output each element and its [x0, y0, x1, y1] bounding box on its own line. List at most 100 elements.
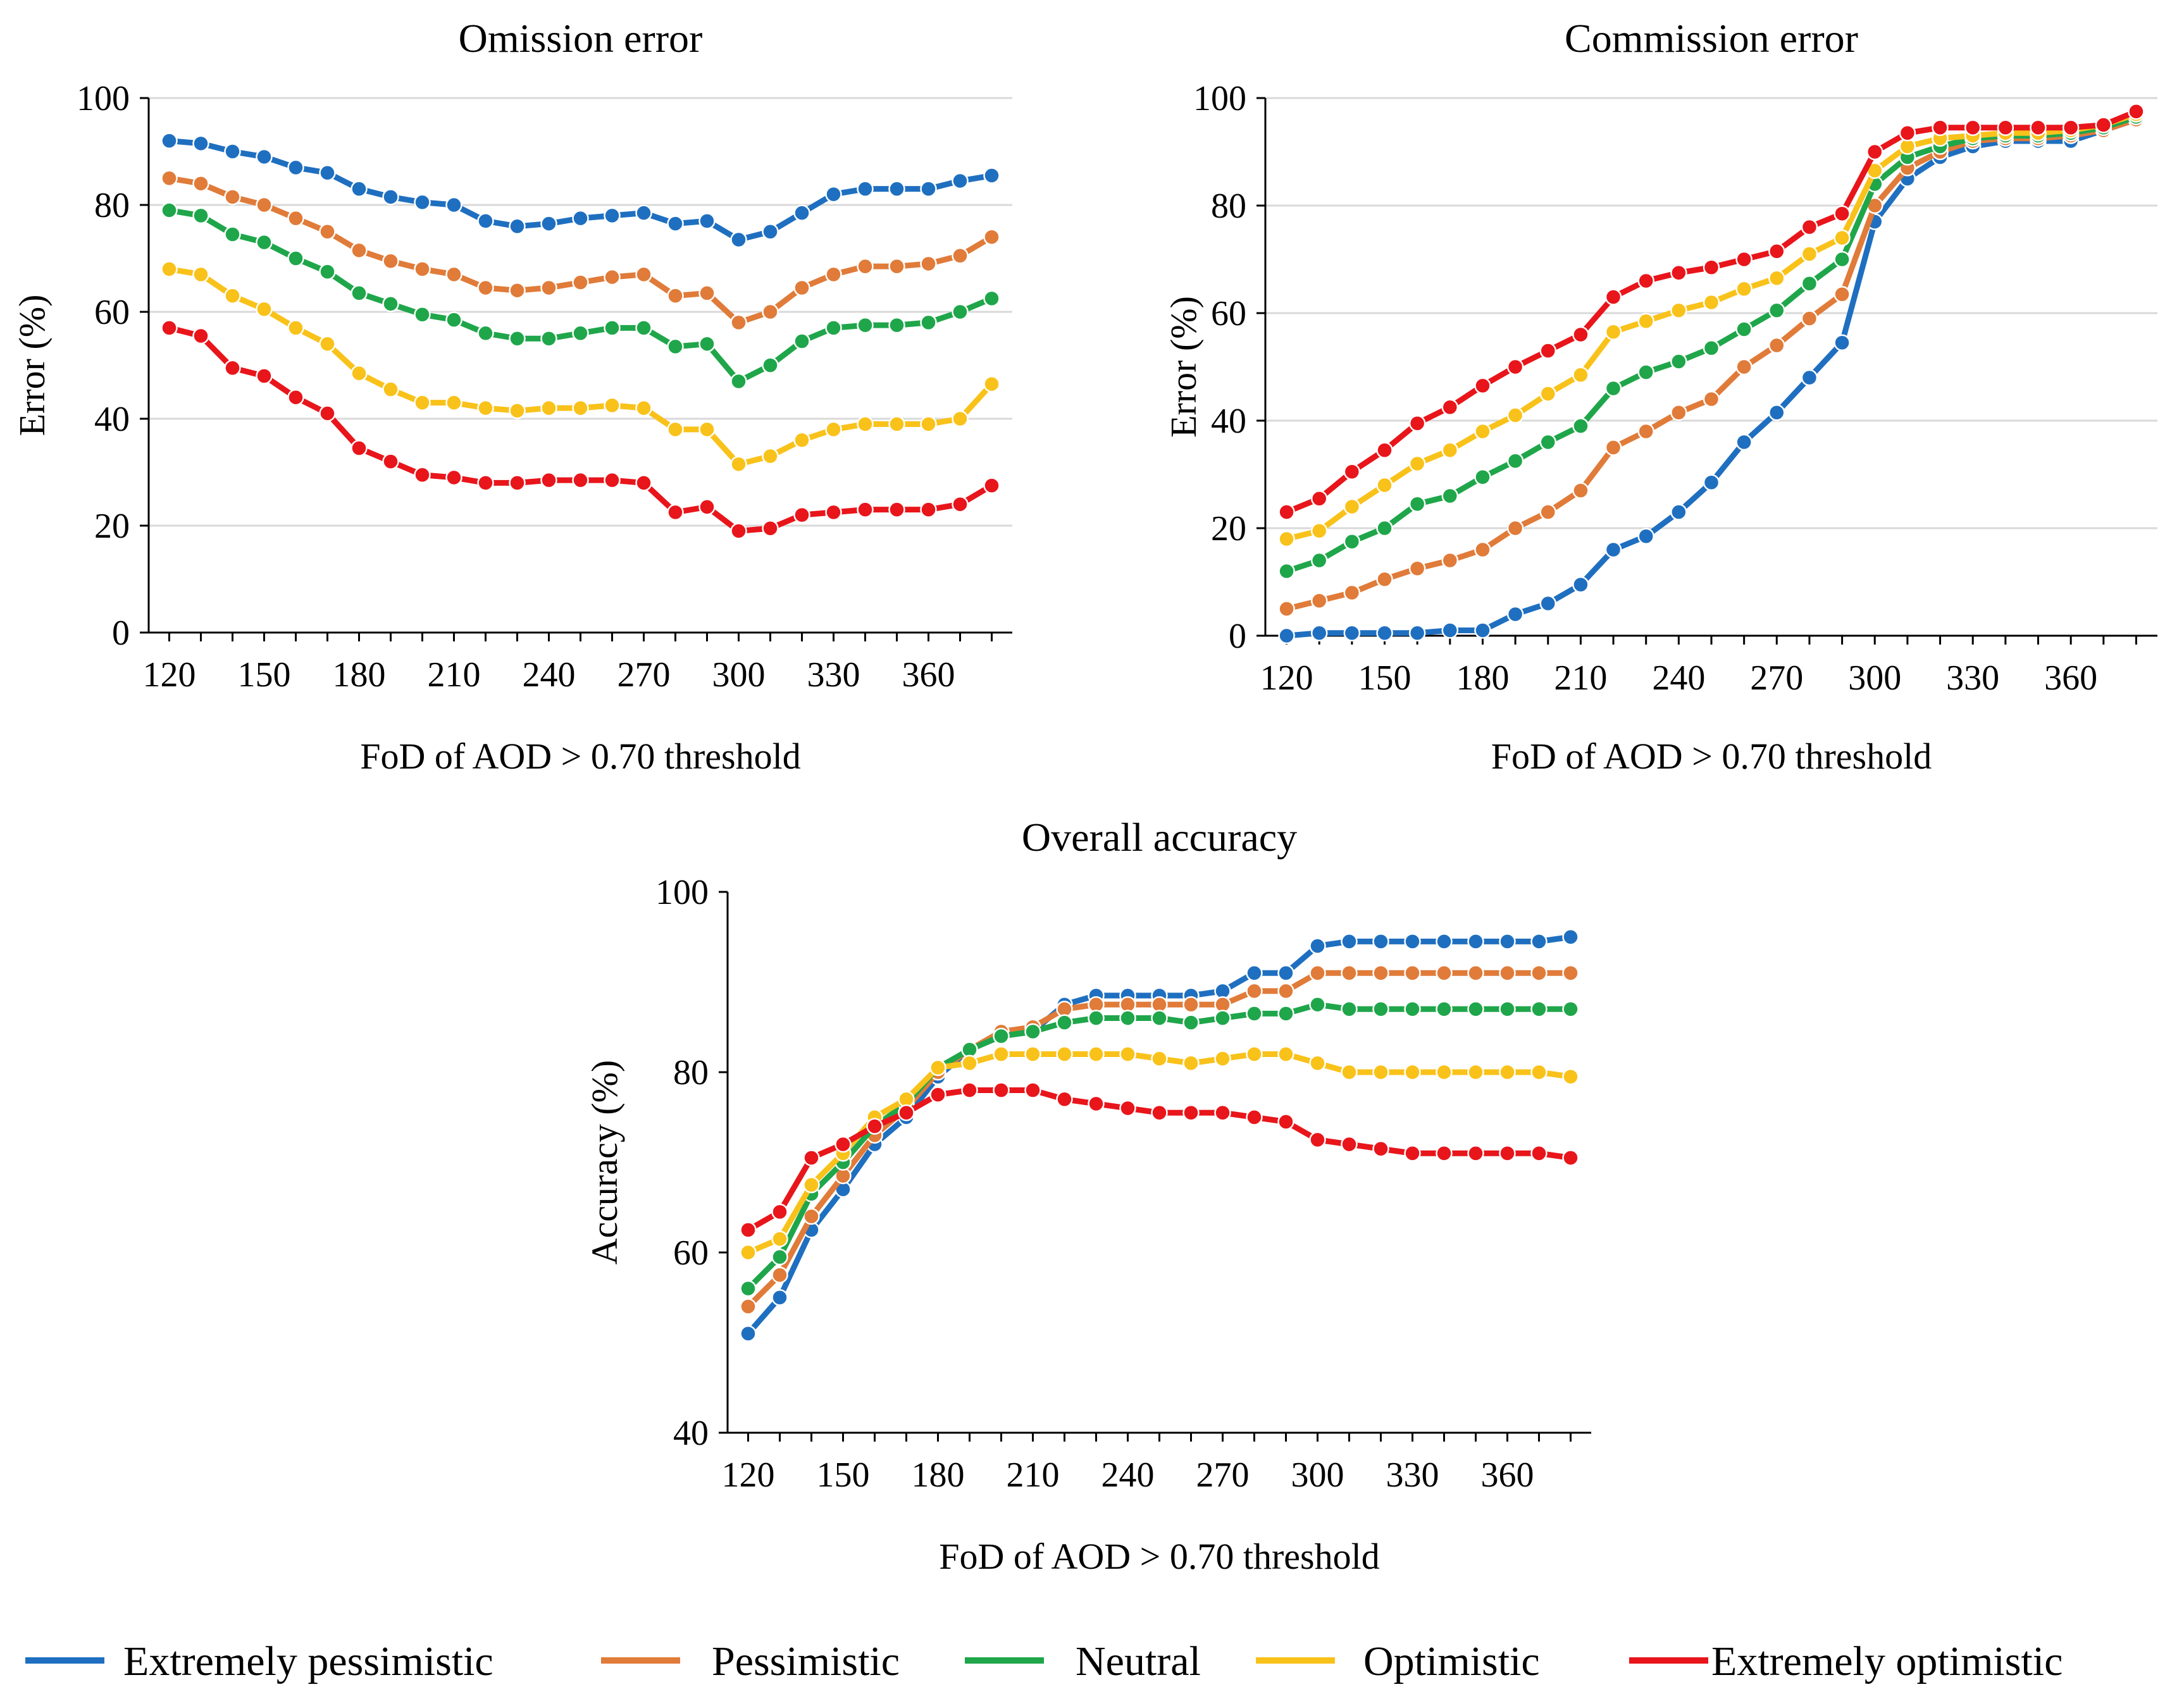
data-point [1151, 1104, 1168, 1122]
data-point [2128, 103, 2145, 120]
series-line [166, 207, 995, 385]
data-point [1278, 530, 1295, 548]
series-optimistic [161, 261, 1000, 473]
data-point [1530, 1145, 1548, 1162]
data-point [224, 189, 241, 206]
data-point [635, 319, 652, 337]
data-point [1310, 552, 1328, 569]
data-point [952, 495, 969, 513]
data-point [1572, 417, 1589, 435]
data-point [825, 319, 842, 337]
data-point [771, 1248, 788, 1266]
y-axis-title: Accuracy (%) [584, 1060, 625, 1265]
data-point [1530, 965, 1548, 982]
x-tick-label: 360 [1481, 1456, 1534, 1495]
data-point [1474, 377, 1491, 394]
data-point [572, 399, 589, 417]
data-point [445, 196, 462, 214]
data-point [857, 257, 874, 275]
data-point [1182, 996, 1200, 1013]
data-point [1277, 982, 1294, 999]
y-tick-label: 40 [94, 400, 130, 439]
data-point [1833, 286, 1851, 303]
data-point [1309, 996, 1326, 1013]
data-point [635, 399, 652, 417]
charts: 0 20 40 60 80 100 120 150 180 210 240 270 300 330 360 O… [11, 16, 2157, 1577]
x-axis-title: FoD of AOD > 0.70 threshold [939, 1536, 1379, 1577]
data-point [1467, 1145, 1484, 1162]
data-point [667, 287, 684, 304]
data-point [1277, 1046, 1294, 1063]
data-point [1833, 229, 1851, 247]
data-point [287, 250, 304, 267]
data-point [540, 471, 557, 489]
x-tick-label: 180 [1456, 658, 1509, 698]
data-point [983, 290, 1000, 307]
y-tick-label: 80 [1211, 187, 1246, 226]
data-point [1768, 404, 1785, 421]
data-point [1056, 1046, 1073, 1063]
data-point [1562, 929, 1579, 946]
data-point [1372, 933, 1389, 950]
data-point [1436, 1145, 1453, 1162]
series-pessimistic [740, 965, 1579, 1315]
data-point [572, 209, 589, 227]
data-point [698, 421, 716, 438]
data-point [762, 357, 779, 374]
data-point [857, 416, 874, 433]
data-point [698, 213, 716, 230]
data-point [993, 1046, 1010, 1063]
data-point [1539, 342, 1557, 359]
data-point [1436, 933, 1453, 950]
data-point [445, 394, 462, 411]
x-tick-label: 240 [1652, 658, 1705, 698]
data-point [1309, 1054, 1326, 1072]
data-point [1024, 1023, 1041, 1041]
data-point [1408, 624, 1426, 641]
data-point [1309, 1131, 1326, 1149]
data-point [1278, 562, 1295, 580]
data-point [414, 306, 431, 323]
data-point [1408, 495, 1426, 512]
data-point [1530, 1063, 1548, 1081]
data-point [1703, 294, 1720, 311]
data-point [888, 501, 905, 518]
data-point [1372, 1063, 1389, 1081]
data-point [1376, 519, 1393, 537]
data-point [698, 498, 716, 516]
data-point [1801, 275, 1818, 292]
x-tick-label: 300 [712, 655, 766, 695]
data-point [1467, 965, 1484, 982]
data-point [1151, 1050, 1168, 1067]
data-point [1670, 302, 1687, 319]
y-tick-label: 0 [1229, 617, 1246, 656]
data-point [319, 223, 336, 240]
data-point [1436, 1001, 1453, 1018]
data-point [1277, 965, 1294, 982]
data-point [1441, 487, 1459, 505]
data-point [1833, 205, 1851, 222]
data-point [1670, 404, 1687, 421]
data-point [1833, 250, 1851, 268]
y-tick-label: 60 [94, 293, 130, 332]
data-point [414, 261, 431, 278]
data-point [1404, 965, 1421, 982]
data-point [698, 285, 716, 302]
data-point [477, 213, 494, 230]
data-point [825, 185, 842, 203]
data-point [762, 519, 779, 537]
data-point [1703, 259, 1720, 276]
data-point [161, 132, 178, 149]
data-point [1474, 423, 1491, 440]
data-point [1499, 933, 1516, 950]
chart-panel-2: 0 20 40 60 80 100 120 150 180 210 240 270 300 330 360 C… [1163, 16, 2157, 777]
data-point [1119, 1046, 1136, 1063]
y-axis-title: Error (%) [1163, 296, 1204, 438]
data-point [1768, 302, 1785, 319]
data-point [1088, 1010, 1105, 1027]
data-point [445, 311, 462, 328]
data-point [224, 143, 241, 160]
data-point [1024, 1046, 1041, 1063]
data-point [161, 319, 178, 337]
data-point [888, 416, 905, 433]
